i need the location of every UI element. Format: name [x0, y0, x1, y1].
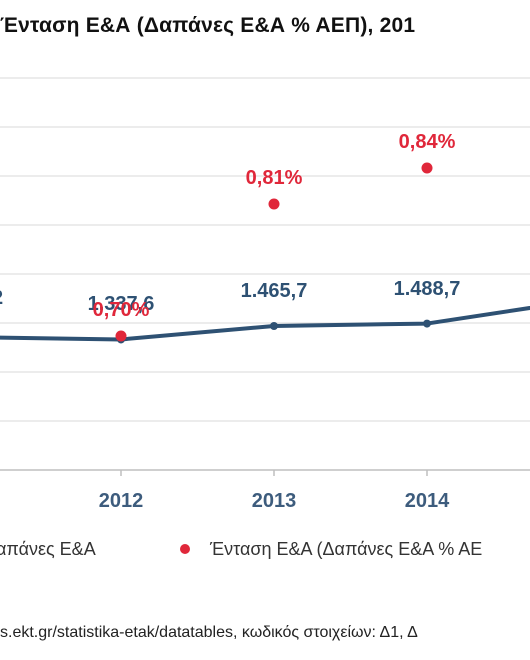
legend-item-intensity: Ένταση Ε&Α (Δαπάνες Ε&Α % ΑΕ — [180, 538, 482, 560]
legend-label-intensity: Ένταση Ε&Α (Δαπάνες Ε&Α % ΑΕ — [210, 538, 483, 559]
x-tick-label: 2012 — [99, 490, 144, 512]
x-tick-label: 2013 — [252, 490, 297, 512]
intensity-data-label: 0,84% — [399, 131, 456, 153]
spending-data-label: 1.337,6 — [88, 293, 155, 315]
intensity-data-label: 0,81% — [246, 167, 303, 189]
spending-series-line — [0, 305, 530, 342]
spending-data-label: 2 — [0, 287, 3, 309]
spending-data-label: 1.465,7 — [241, 280, 308, 302]
legend-label-spending: απάνες Ε&Α — [0, 538, 96, 559]
source-note: s.ekt.gr/statistika-etak/datatables, κωδ… — [0, 624, 418, 641]
spending-point — [423, 319, 431, 328]
legend-marker-intensity — [180, 544, 190, 555]
chart-plot: 2012 2013 2014 2 1.337,6 1.465,7 1.488,7 0,70% 0… — [0, 77, 530, 512]
legend-item-spending: απάνες Ε&Α — [0, 538, 96, 560]
x-tick-label: 2014 — [405, 490, 450, 512]
chart-title: Ένταση Ε&Α (Δαπάνες Ε&Α % ΑΕΠ), 201 — [0, 14, 416, 37]
intensity-data-label: 0,70% — [93, 299, 150, 321]
spending-data-label: 1.488,7 — [394, 278, 461, 300]
intensity-point — [268, 198, 280, 210]
spending-point — [270, 322, 278, 330]
intensity-point — [421, 162, 433, 174]
intensity-point — [115, 330, 127, 342]
